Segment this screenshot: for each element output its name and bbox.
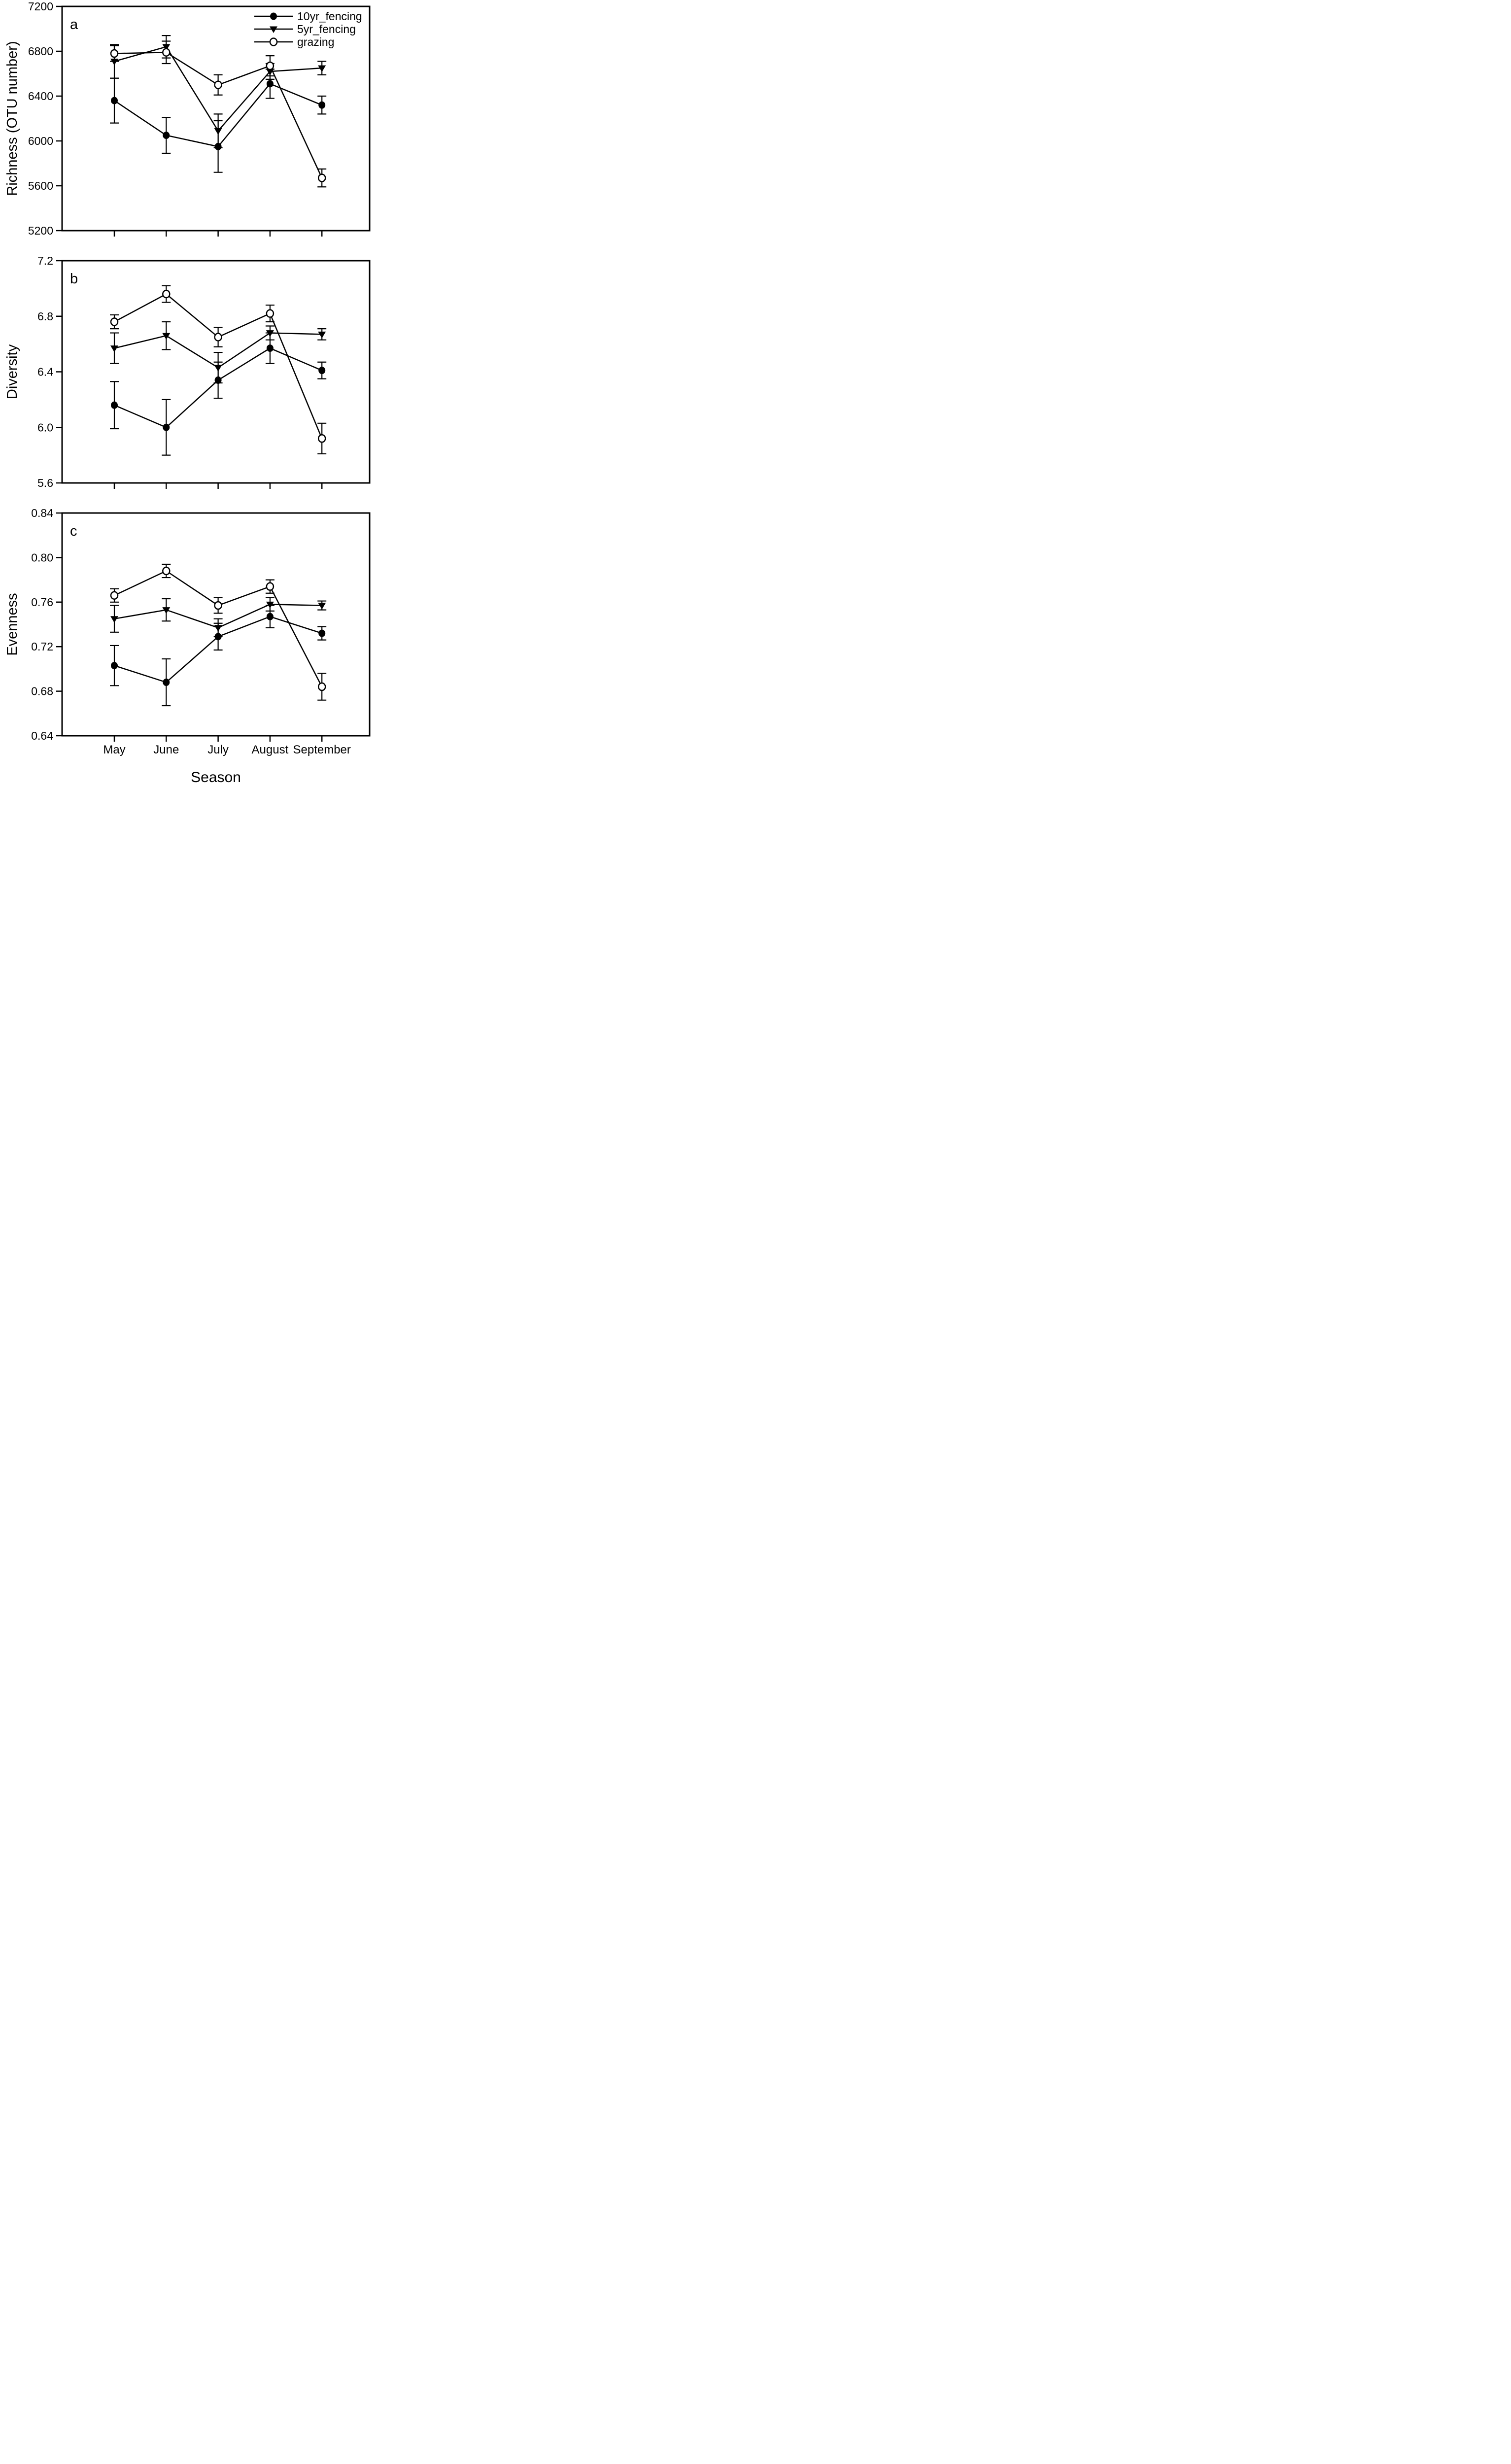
data-marker-10yr_fencing [318,101,326,109]
data-marker-grazing [214,601,222,610]
data-marker-grazing [266,61,275,70]
data-marker-10yr_fencing [266,613,274,620]
plot-frame [61,512,371,737]
y-tick-label: 6400 [28,90,53,103]
data-marker-grazing [317,173,326,182]
data-marker-10yr_fencing [163,679,170,686]
panel-letter: c [70,523,77,539]
data-marker-10yr_fencing [214,142,222,150]
y-tick-label: 6800 [28,45,53,58]
x-tick-label-July: July [207,743,229,756]
data-marker-grazing [162,289,171,299]
data-marker-5yr_fencing [318,65,326,72]
y-tick-label: 0.84 [31,507,53,519]
legend-item-10yr_fencing: 10yr_fencing [254,10,362,23]
figure-svg: 5200 5600 6000 6400 6800 7200 a Richness (OTU n… [4,0,371,786]
data-marker-5yr_fencing [266,330,274,337]
three-panel-line-chart-figure: 5200 5600 6000 6400 6800 7200 a Richness (OTU n… [0,0,373,788]
x-tick-label-June: June [153,743,179,756]
y-tick-label: 5600 [28,179,53,192]
y-tick-label: 6.0 [37,421,53,434]
y-tick-label: 0.76 [31,596,53,609]
legend-label: 10yr_fencing [297,10,362,23]
data-marker-5yr_fencing [318,603,326,610]
data-marker-5yr_fencing [214,128,222,135]
y-tick-label: 0.64 [31,729,53,742]
y-tick-label: 5200 [28,224,53,237]
data-marker-10yr_fencing [163,132,170,139]
data-marker-grazing [110,591,119,600]
x-tick-label-May: May [103,743,125,756]
data-marker-grazing [214,80,222,89]
data-marker-10yr_fencing [318,367,326,375]
legend-item-5yr_fencing: 5yr_fencing [254,23,356,35]
data-marker-grazing [266,309,275,318]
y-tick-label: 6000 [28,135,53,147]
data-marker-5yr_fencing [318,331,326,339]
legend-label: 5yr_fencing [297,23,356,35]
x-tick-label-August: August [252,743,289,756]
data-marker-grazing [317,682,326,691]
legend-item-grazing: grazing [254,35,334,48]
data-marker-5yr_fencing [110,616,118,623]
y-tick-label: 6.8 [37,310,53,323]
data-marker-10yr_fencing [318,629,326,637]
data-marker-5yr_fencing [162,44,171,51]
data-marker-10yr_fencing [163,423,170,431]
data-marker-5yr_fencing [214,365,222,372]
data-marker-5yr_fencing [110,345,118,352]
data-marker-grazing [110,49,119,58]
data-marker-10yr_fencing [111,401,118,409]
panel-b: 5.6 6.0 6.4 6.8 7.2 b Diversity [4,254,371,489]
data-marker-grazing [214,333,222,342]
data-marker-grazing [110,317,119,326]
data-marker-grazing [162,48,171,57]
panel-c: 0.64 0.68 0.72 0.76 0.80 0.84 c Evenness May June… [4,507,371,786]
data-marker-10yr_fencing [111,97,118,104]
y-tick-label: 7.2 [37,254,53,267]
data-marker-10yr_fencing [111,662,118,670]
y-tick-label: 0.72 [31,640,53,653]
data-marker-grazing [266,582,275,591]
data-marker-grazing [162,566,171,576]
data-marker-5yr_fencing [214,625,222,632]
y-axis-title: Richness (OTU number) [4,41,20,196]
data-marker-5yr_fencing [110,58,118,66]
y-tick-label: 6.4 [37,366,53,378]
y-tick-label: 7200 [28,0,53,13]
plot-frame [61,5,371,232]
panel-letter: a [70,17,78,33]
data-marker-grazing [317,434,326,443]
data-marker-5yr_fencing [162,333,171,340]
data-marker-10yr_fencing [266,344,274,352]
y-axis-title: Evenness [4,593,20,655]
panel-letter: b [70,271,78,287]
data-marker-10yr_fencing [214,633,222,641]
filled-circle-icon [270,12,277,20]
y-tick-label: 0.68 [31,685,53,698]
panel-a: 5200 5600 6000 6400 6800 7200 a Richness (OTU n… [4,0,371,237]
open-circle-icon [269,37,278,46]
y-axis-title: Diversity [4,344,20,399]
y-tick-label: 5.6 [37,477,53,489]
x-tick-label-September: September [293,743,350,756]
data-marker-5yr_fencing [266,68,274,75]
data-marker-5yr_fencing [162,607,171,614]
filled-triangle-down-icon [270,26,277,33]
data-marker-10yr_fencing [214,376,222,384]
data-marker-5yr_fencing [266,601,274,609]
y-tick-label: 0.80 [31,551,53,564]
x-axis-title: Season [191,769,241,786]
data-marker-10yr_fencing [266,80,274,88]
legend-label: grazing [297,35,334,48]
